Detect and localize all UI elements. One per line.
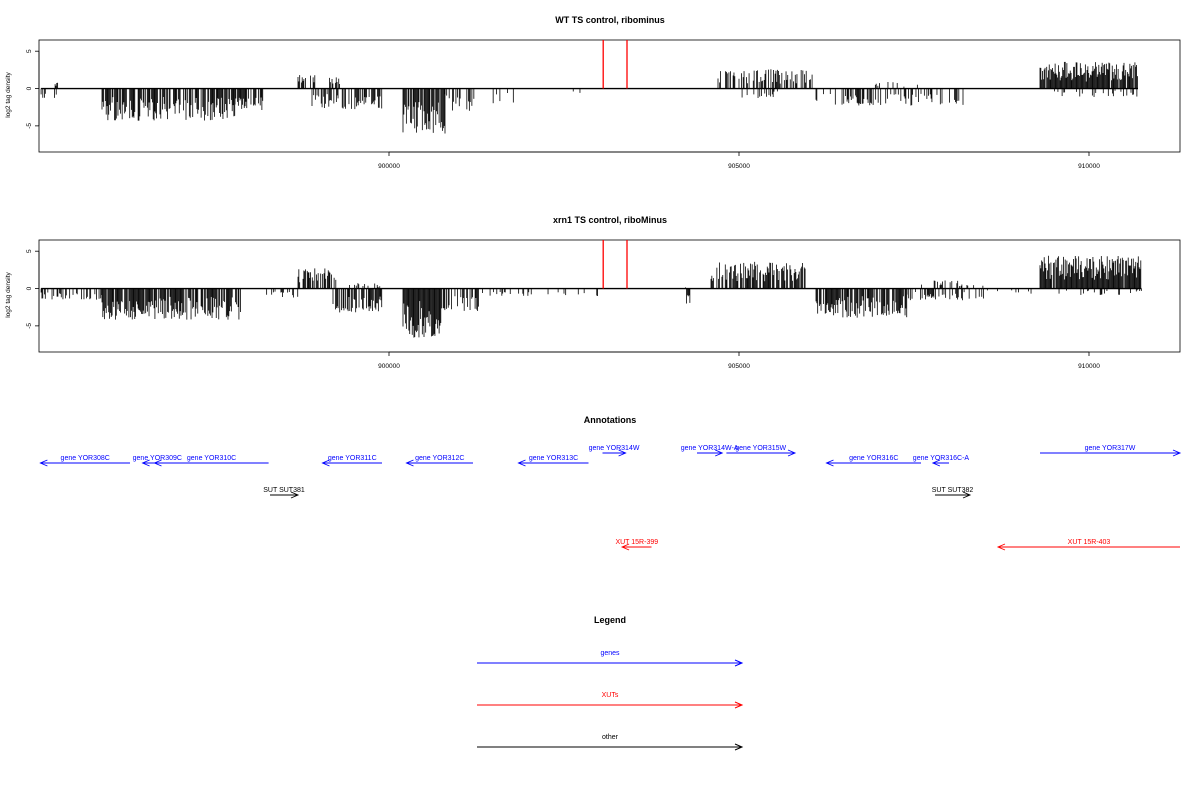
feature-arrowhead xyxy=(620,543,630,551)
feature-label: gene YOR314W-A xyxy=(681,445,739,452)
legend-arrowhead xyxy=(734,701,744,709)
feature-label: SUT SUT381 xyxy=(263,487,305,494)
legend-items: genes XUTs other xyxy=(477,650,744,751)
feature-label: gene YOR309C xyxy=(133,455,182,462)
x-tick-label: 905000 xyxy=(728,363,750,370)
panel-title: WT TS control, ribominus xyxy=(555,15,665,25)
feature-arrowhead xyxy=(715,449,724,457)
annotation-feature: gene YOR316C xyxy=(825,455,921,467)
feature-arrowhead xyxy=(405,459,414,467)
marker-lines xyxy=(602,240,628,289)
annotation-feature: gene YOR310C xyxy=(153,455,269,467)
legend-item: other xyxy=(477,734,744,751)
feature-arrowhead xyxy=(931,459,941,467)
feature-arrowhead xyxy=(141,459,150,467)
marker-lines xyxy=(602,40,628,89)
x-tick-label: 900000 xyxy=(378,163,400,170)
y-axis: -5 0 5 xyxy=(26,249,40,329)
feature-label: gene YOR312C xyxy=(415,455,464,462)
legend-label: genes xyxy=(600,650,620,657)
panel-title: xrn1 TS control, riboMinus xyxy=(553,215,667,225)
x-tick-label: 905000 xyxy=(728,163,750,170)
annotation-feature: XUT 15R-403 xyxy=(996,539,1180,551)
legend-item: XUTs xyxy=(477,692,744,709)
feature-label: gene YOR313C xyxy=(529,455,578,462)
y-tick-label: 0 xyxy=(26,86,33,90)
feature-arrowhead xyxy=(962,491,972,499)
feature-arrowhead xyxy=(153,459,162,467)
annotation-feature: gene YOR316C-A xyxy=(913,455,970,467)
x-tick-label: 900000 xyxy=(378,363,400,370)
coverage-panel-wt: WT TS control, ribominus log2 tag densit… xyxy=(5,15,1181,170)
feature-label: gene YOR317W xyxy=(1085,445,1136,452)
annotation-feature: gene YOR308C xyxy=(39,455,130,467)
feature-label: gene YOR310C xyxy=(187,455,236,462)
feature-arrowhead xyxy=(290,491,300,499)
annotation-feature: gene YOR312C xyxy=(405,455,473,467)
feature-label: gene YOR308C xyxy=(61,455,110,462)
x-tick-label: 910000 xyxy=(1078,163,1100,170)
coverage-bars xyxy=(40,255,1142,338)
annotation-feature: gene YOR313C xyxy=(517,455,589,467)
y-tick-label: -5 xyxy=(26,123,33,129)
y-tick-label: 5 xyxy=(26,49,33,53)
legend-arrowhead xyxy=(734,659,744,667)
annotation-feature: SUT SUT382 xyxy=(932,487,974,499)
feature-label: gene YOR314W xyxy=(589,445,640,452)
legend-label: other xyxy=(602,734,619,741)
annotation-features: gene YOR308C gene YOR309C gene YOR310C SUT … xyxy=(39,445,1182,551)
feature-label: gene YOR315W xyxy=(735,445,786,452)
feature-arrowhead xyxy=(39,459,48,467)
annotation-feature: gene YOR314W-A xyxy=(681,445,739,457)
annotation-feature: gene YOR311C xyxy=(321,455,382,467)
legend: Legend genes XUTs other xyxy=(477,615,744,751)
annotation-feature: gene YOR315W xyxy=(726,445,797,457)
x-axis: 900000 905000 910000 xyxy=(378,151,1100,170)
legend-item: genes xyxy=(477,650,744,667)
y-tick-label: 0 xyxy=(26,286,33,290)
feature-arrowhead xyxy=(517,459,526,467)
y-axis: -5 0 5 xyxy=(26,49,40,129)
coverage-panel-xrn1: xrn1 TS control, riboMinus log2 tag dens… xyxy=(5,215,1181,370)
x-axis: 900000 905000 910000 xyxy=(378,351,1100,370)
coverage-bars xyxy=(40,61,1138,134)
feature-label: gene YOR316C xyxy=(849,455,898,462)
feature-arrowhead xyxy=(1172,449,1182,457)
annotation-feature: SUT SUT381 xyxy=(263,487,305,499)
y-tick-label: -5 xyxy=(26,323,33,329)
feature-arrowhead xyxy=(787,449,797,457)
annotation-feature: XUT 15R-399 xyxy=(615,539,658,551)
feature-label: gene YOR311C xyxy=(328,455,377,462)
feature-label: XUT 15R-399 xyxy=(615,539,658,546)
feature-arrowhead xyxy=(825,459,834,467)
annotation-feature: gene YOR314W xyxy=(589,445,640,457)
legend-arrowhead xyxy=(734,743,744,751)
x-tick-label: 910000 xyxy=(1078,363,1100,370)
y-axis-label: log2 tag density xyxy=(5,71,12,117)
feature-arrowhead xyxy=(996,543,1006,551)
annotations-title: Annotations xyxy=(584,415,637,425)
y-axis-label: log2 tag density xyxy=(5,271,12,317)
feature-arrowhead xyxy=(321,459,330,467)
legend-title: Legend xyxy=(594,615,626,625)
feature-label: XUT 15R-403 xyxy=(1068,539,1111,546)
feature-label: gene YOR316C-A xyxy=(913,455,970,462)
feature-arrowhead xyxy=(618,449,627,457)
legend-label: XUTs xyxy=(602,692,619,699)
annotations-track: Annotations gene YOR308C gene YOR309C gene… xyxy=(39,415,1182,551)
y-tick-label: 5 xyxy=(26,249,33,253)
feature-label: SUT SUT382 xyxy=(932,487,974,494)
annotation-feature: gene YOR317W xyxy=(1040,445,1182,457)
